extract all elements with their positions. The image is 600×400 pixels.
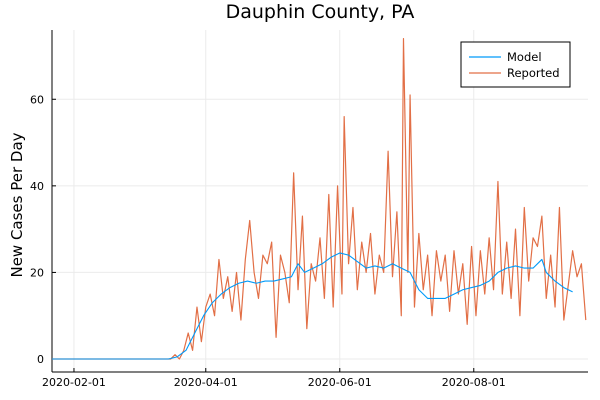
y-axis-label: New Cases Per Day [8,132,26,277]
y-tick-label: 20 [30,266,44,279]
x-tick-label: 2020-06-01 [308,376,372,389]
ticks: 2020-02-01 2020-04-01 2020-06-01 2020-08-01… [30,93,506,389]
chart-title: Dauphin County, PA [226,1,415,23]
series-line-model [52,252,573,360]
series-line-reported [52,38,587,360]
y-tick-label: 60 [30,93,44,106]
axes [51,30,588,373]
series [52,38,587,360]
y-tick-label: 40 [30,180,44,193]
legend: Model Reported [460,41,571,88]
legend-box [460,41,571,88]
legend-label-model: Model [507,50,542,64]
x-tick-label: 2020-08-01 [442,376,506,389]
legend-label-reported: Reported [507,66,560,80]
x-tick-label: 2020-02-01 [42,376,106,389]
y-tick-label: 0 [37,353,44,366]
x-tick-label: 2020-04-01 [174,376,238,389]
